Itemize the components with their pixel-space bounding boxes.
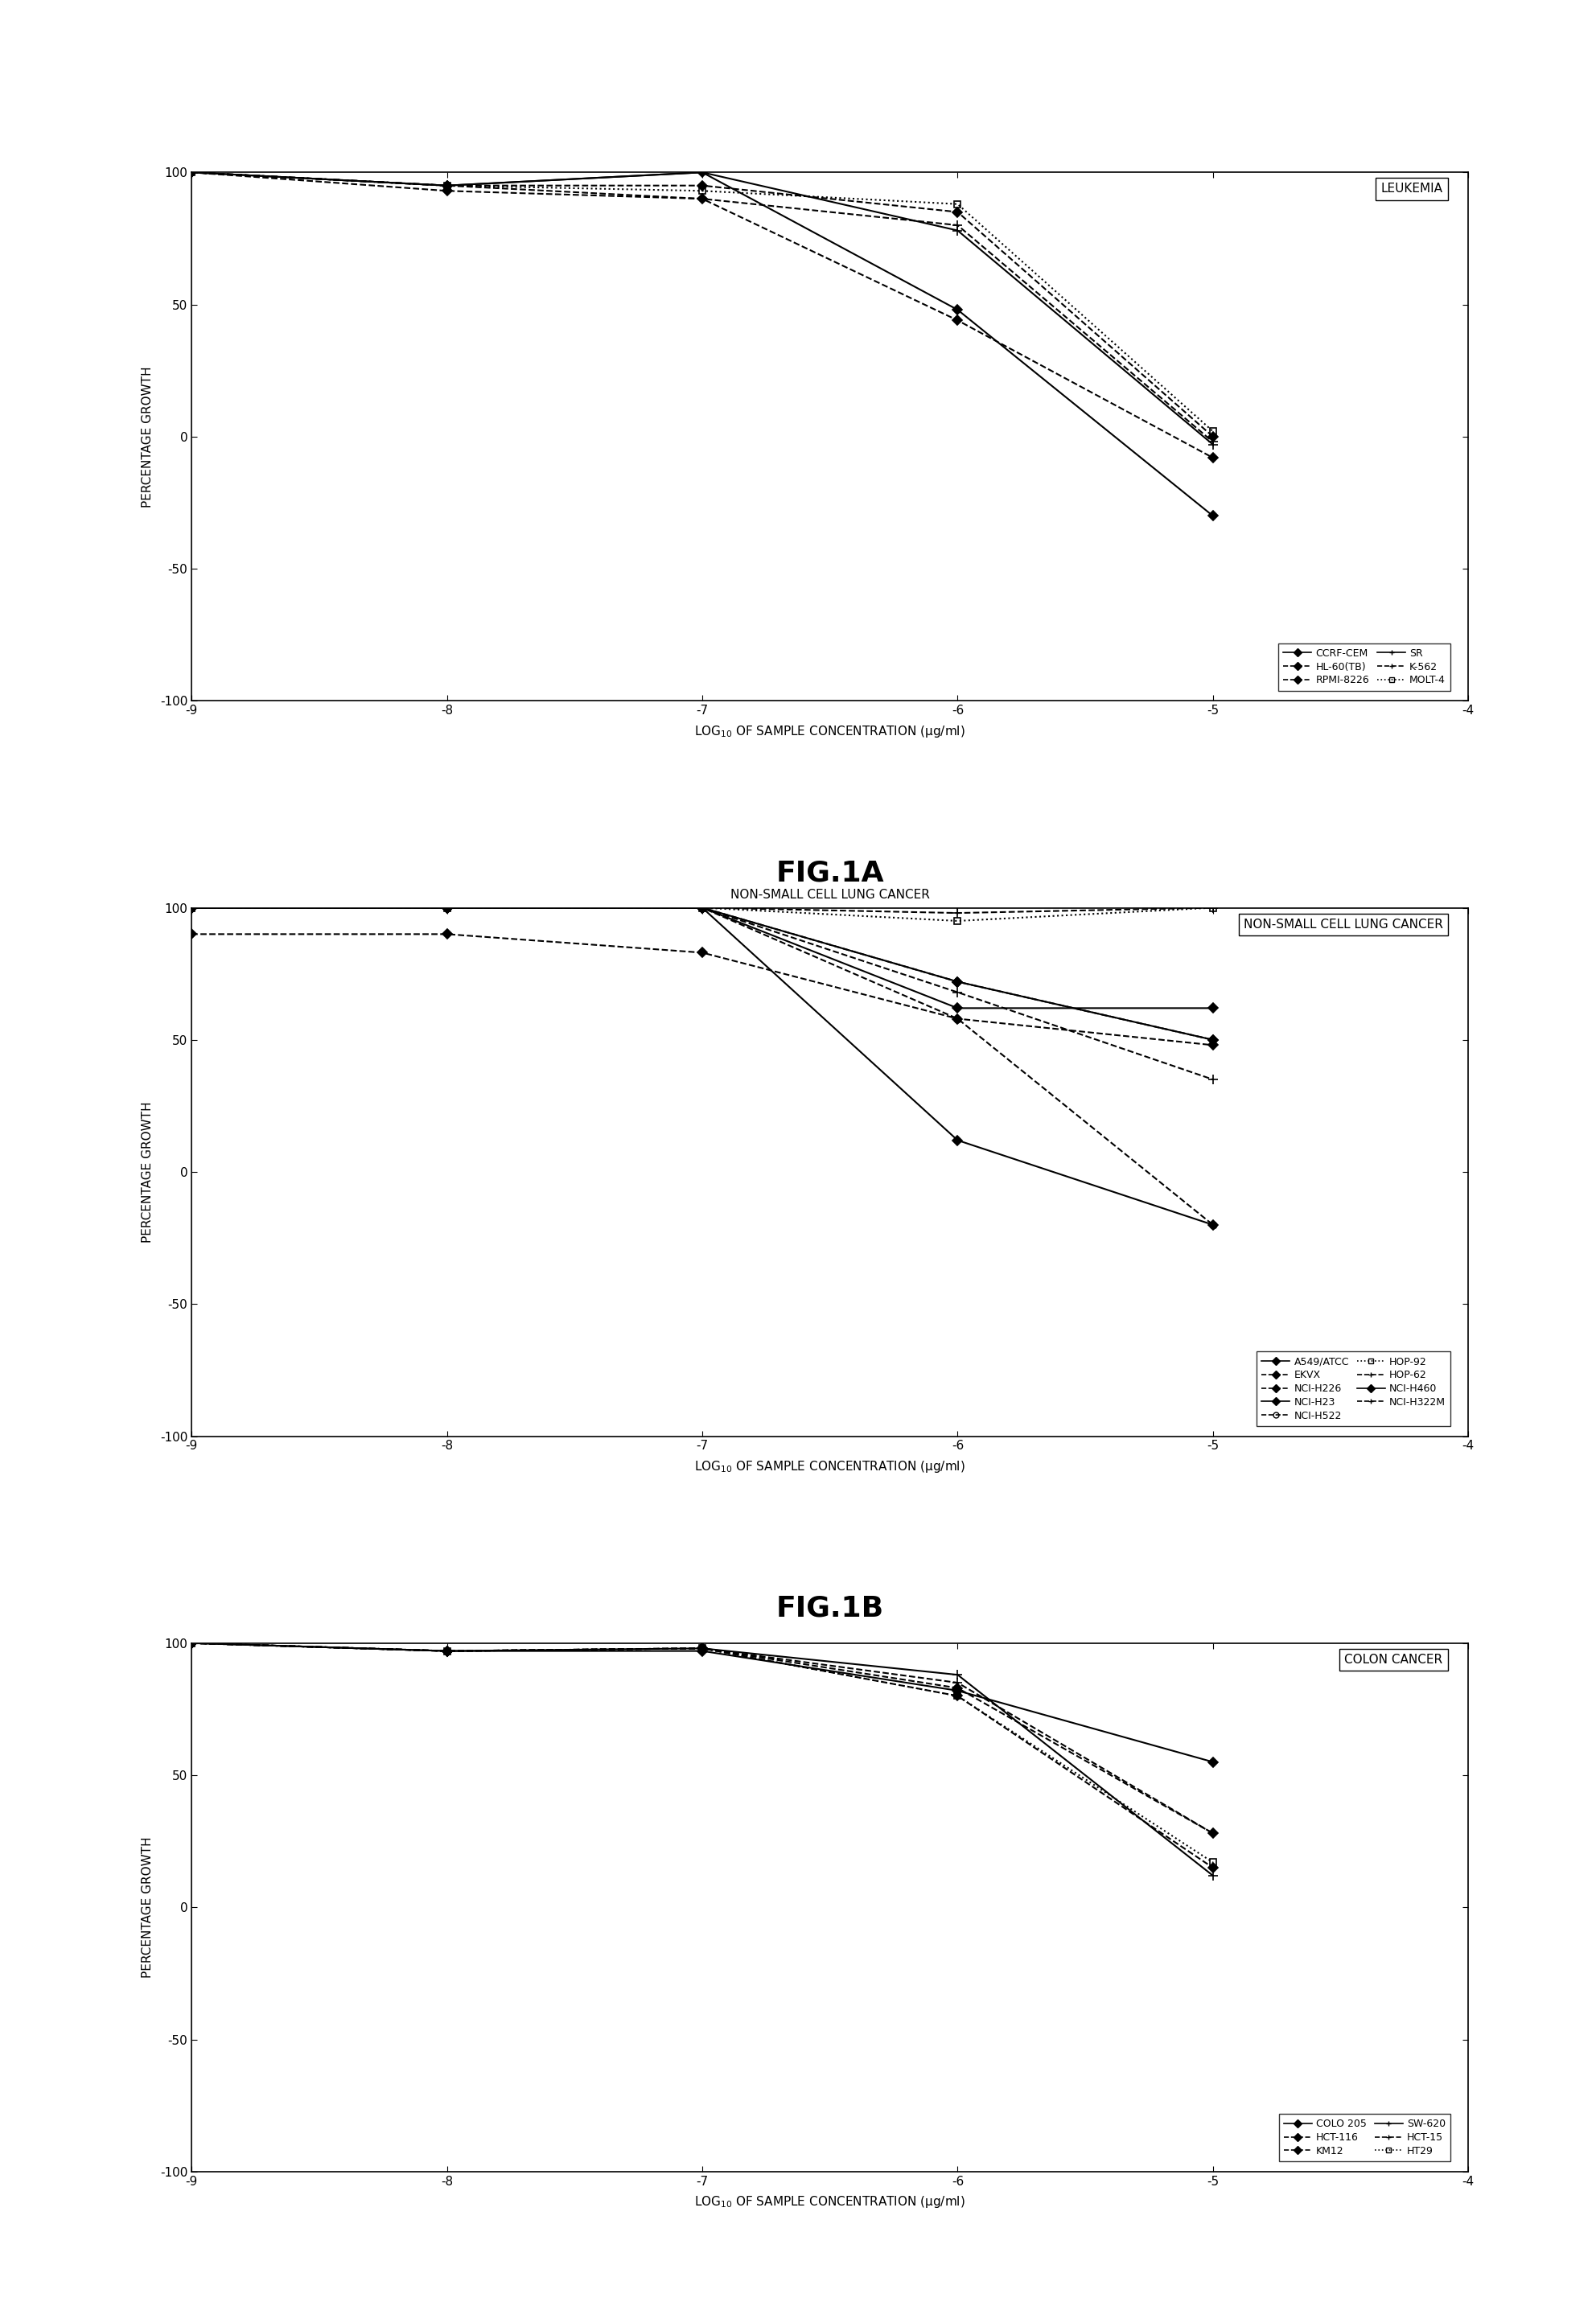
Text: FIG.1A: FIG.1A bbox=[776, 859, 884, 887]
X-axis label: LOG$_{10}$ OF SAMPLE CONCENTRATION (μg/ml): LOG$_{10}$ OF SAMPLE CONCENTRATION (μg/m… bbox=[694, 2195, 966, 2211]
Text: COLON CANCER: COLON CANCER bbox=[1344, 1655, 1443, 1666]
X-axis label: LOG$_{10}$ OF SAMPLE CONCENTRATION (μg/ml): LOG$_{10}$ OF SAMPLE CONCENTRATION (μg/m… bbox=[694, 724, 966, 740]
Text: LEUKEMIA: LEUKEMIA bbox=[1381, 184, 1443, 195]
Y-axis label: PERCENTAGE GROWTH: PERCENTAGE GROWTH bbox=[140, 1101, 153, 1243]
X-axis label: LOG$_{10}$ OF SAMPLE CONCENTRATION (μg/ml): LOG$_{10}$ OF SAMPLE CONCENTRATION (μg/m… bbox=[694, 1459, 966, 1475]
Legend: COLO 205, HCT-116, KM12, SW-620, HCT-15, HT29: COLO 205, HCT-116, KM12, SW-620, HCT-15,… bbox=[1278, 2114, 1451, 2162]
Text: FIG.1B: FIG.1B bbox=[776, 1595, 884, 1622]
Title: NON-SMALL CELL LUNG CANCER: NON-SMALL CELL LUNG CANCER bbox=[731, 889, 929, 901]
Legend: CCRF-CEM, HL-60(TB), RPMI-8226, SR, K-562, MOLT-4: CCRF-CEM, HL-60(TB), RPMI-8226, SR, K-56… bbox=[1278, 643, 1451, 692]
Y-axis label: PERCENTAGE GROWTH: PERCENTAGE GROWTH bbox=[140, 1836, 153, 1979]
Legend: A549/ATCC, EKVX, NCI-H226, NCI-H23, NCI-H522, HOP-92, HOP-62, NCI-H460, NCI-H322: A549/ATCC, EKVX, NCI-H226, NCI-H23, NCI-… bbox=[1256, 1351, 1451, 1427]
Text: NON-SMALL CELL LUNG CANCER: NON-SMALL CELL LUNG CANCER bbox=[1243, 919, 1443, 931]
Y-axis label: PERCENTAGE GROWTH: PERCENTAGE GROWTH bbox=[140, 365, 153, 508]
